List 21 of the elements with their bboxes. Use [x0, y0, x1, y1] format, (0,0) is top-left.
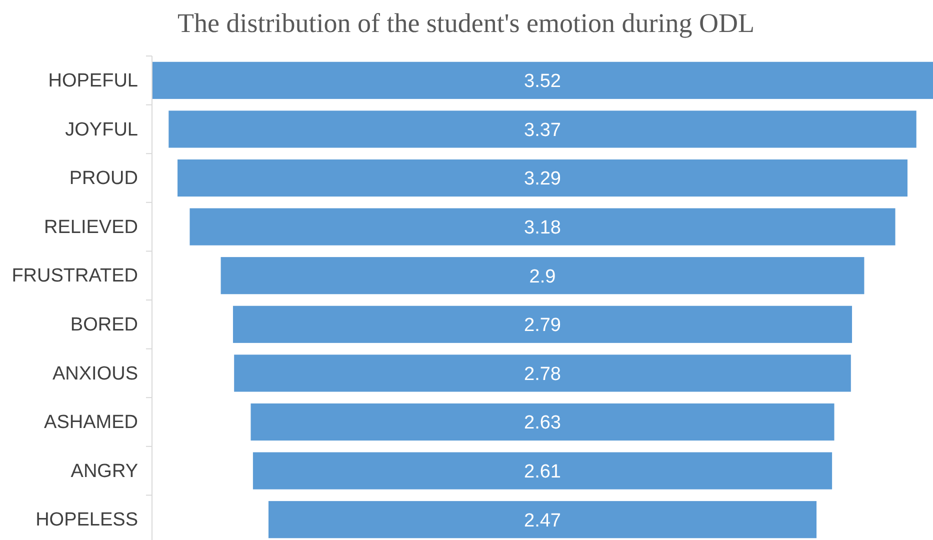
- category-label: BORED: [70, 314, 138, 336]
- category-label: HOPELESS: [36, 510, 138, 531]
- category-label: ASHAMED: [44, 412, 138, 434]
- category-label: HOPEFUL: [48, 70, 138, 92]
- category-label: RELIEVED: [44, 216, 138, 238]
- data-label: 2.63: [524, 412, 561, 434]
- data-label: 3.29: [524, 168, 561, 190]
- category-label: ANXIOUS: [52, 363, 138, 384]
- data-label: 2.9: [529, 266, 556, 288]
- category-label: JOYFUL: [65, 119, 138, 140]
- data-label: 2.47: [524, 510, 561, 532]
- data-label: 2.78: [524, 364, 561, 385]
- category-label: PROUD: [69, 168, 138, 190]
- data-label: 2.61: [524, 461, 561, 482]
- text: The distribution of the student's emotion during ODL: [177, 8, 755, 38]
- category-label: ANGRY: [70, 460, 138, 482]
- category-label: FRUSTRATED: [12, 266, 138, 287]
- data-label: 3.52: [524, 71, 561, 92]
- data-label: 3.37: [524, 120, 561, 141]
- data-label: 3.18: [524, 217, 561, 238]
- data-label: 2.79: [524, 315, 561, 336]
